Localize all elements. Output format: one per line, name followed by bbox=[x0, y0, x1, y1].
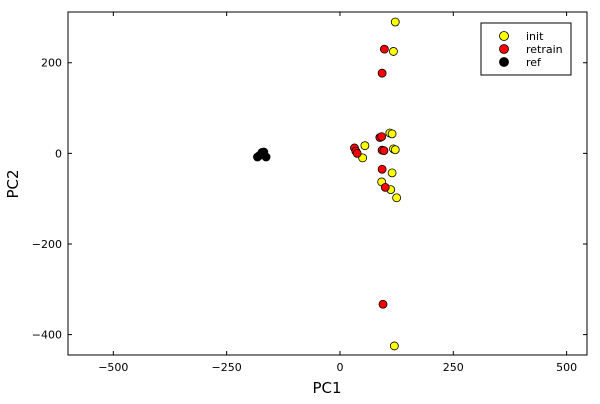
point-retrain bbox=[379, 44, 389, 54]
legend-label-ref: ref bbox=[526, 56, 542, 69]
y-tick-label: −400 bbox=[32, 329, 62, 342]
point-ref bbox=[253, 152, 262, 162]
legend-marker-retrain bbox=[499, 44, 509, 54]
point-init bbox=[360, 141, 370, 151]
y-tick-label: 200 bbox=[41, 57, 62, 70]
legend-marker-init bbox=[499, 31, 509, 41]
point-ref bbox=[261, 152, 271, 162]
point-retrain bbox=[377, 68, 387, 78]
x-tick-label: 250 bbox=[443, 361, 464, 374]
point-retrain bbox=[379, 146, 389, 156]
x-tick-label: 500 bbox=[556, 361, 577, 374]
legend-label-init: init bbox=[526, 30, 544, 43]
x-axis-ticks: −500 −250 0 250 500 bbox=[98, 12, 577, 374]
point-retrain bbox=[380, 182, 390, 192]
legend-marker-ref bbox=[499, 57, 509, 67]
point-init bbox=[387, 129, 397, 139]
y-tick-label: 0 bbox=[55, 147, 62, 160]
point-retrain bbox=[377, 164, 387, 174]
x-tick-label: 0 bbox=[336, 361, 343, 374]
y-axis-ticks: −400 −200 0 200 bbox=[32, 57, 587, 342]
y-tick-label: −200 bbox=[32, 238, 62, 251]
legend-box bbox=[480, 22, 572, 76]
y-axis-label: PC2 bbox=[4, 169, 22, 198]
x-axis-label: PC1 bbox=[312, 379, 341, 397]
point-init bbox=[390, 17, 400, 27]
point-retrain bbox=[377, 132, 387, 142]
point-init bbox=[389, 341, 399, 351]
data-points bbox=[253, 17, 402, 351]
x-tick-label: −500 bbox=[98, 361, 128, 374]
point-init bbox=[389, 47, 398, 56]
x-tick-label: −250 bbox=[212, 361, 242, 374]
legend-label-retrain: retrain bbox=[526, 43, 563, 56]
point-retrain bbox=[352, 148, 362, 158]
point-retrain bbox=[378, 299, 388, 309]
point-init bbox=[392, 193, 402, 203]
point-init bbox=[390, 145, 400, 155]
point-init bbox=[387, 168, 397, 178]
